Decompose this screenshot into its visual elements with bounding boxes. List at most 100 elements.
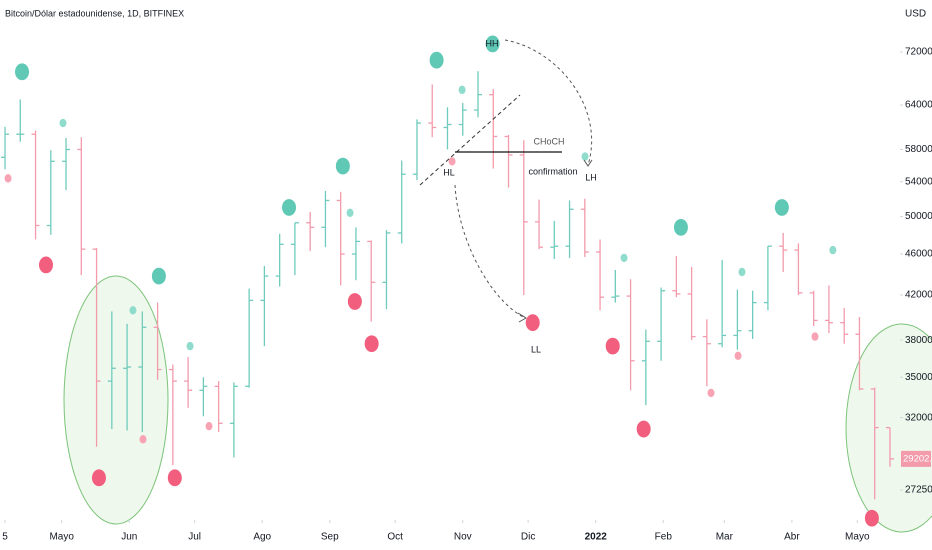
annotation: LH [585,172,597,182]
ohlc-bar [168,364,177,466]
x-tick-label: Abr [784,532,800,543]
ohlc-bar [611,269,620,303]
pivot-dot [581,152,589,161]
pivot-dot [485,35,500,53]
ohlc-bar [580,198,589,257]
ohlc-bar [779,232,788,272]
ohlc-bar [687,266,696,341]
pivot-dot [429,51,444,69]
pivot-dot [15,63,30,81]
pivot-dot [774,199,789,216]
ohlc-bar [306,211,315,252]
ohlc-bar [1,126,10,170]
y-tick-label: 72000.0 [905,47,932,58]
x-tick-label: Jul [188,532,201,543]
annotation: CHoCH [533,136,564,146]
x-tick-label: Feb [655,532,673,543]
currency-label: USD [905,9,926,20]
pivot-dot [738,267,746,277]
ohlc-bar [382,230,391,310]
ohlc-bar [870,387,879,500]
ohlc-bar [626,279,635,391]
x-tick-label: 5 [2,532,8,543]
ohlc-bar [489,89,498,169]
pivot-dot [734,351,742,361]
ohlc-bar [321,190,330,248]
y-tick-label: 42000.0 [905,290,932,301]
ohlc-bar [794,243,803,296]
x-tick-label: Oct [387,532,403,543]
y-tick-label: 27250.0 [905,485,932,496]
ohlc-bar [641,329,650,406]
ohlc-bar [62,137,71,191]
y-tick-label: 50000.0 [905,211,932,222]
x-tick-label: Dic [521,532,535,543]
x-tick-label: 2022 [585,532,608,543]
ohlc-bar [214,381,223,432]
ohlc-bar [443,107,452,150]
annotation: HL [443,167,455,177]
ohlc-bar [550,220,559,259]
ohlc-bar [199,377,208,417]
ohlc-bar [519,140,528,296]
ohlc-bar [153,302,162,380]
ohlc-bar [702,319,711,387]
pivot-dot [673,218,688,236]
arrow-head [517,312,527,323]
ohlc-bar [351,227,360,281]
arrow-head [583,159,593,167]
ohlc-bar [260,265,269,347]
ohlc-bar [275,233,284,287]
annotation: confirmation [528,166,577,176]
trend-line [419,94,521,186]
ohlc-bar [840,308,849,344]
pivot-dot [129,306,137,315]
ohlc-bar [138,311,147,432]
ohlc-bar [107,311,116,430]
pivot-dot [335,157,350,175]
x-tick-label: Mayo [845,532,870,543]
ohlc-bar [31,130,40,240]
pivot-dot [620,253,628,263]
ohlc-bar [428,84,437,138]
ohlc-bar [290,222,299,276]
pivot-dot [364,335,379,353]
x-tick-label: Ago [253,532,271,543]
y-tick-label: 54000.0 [905,176,932,187]
ohlc-bar [824,285,833,334]
highlight-circle [63,275,169,525]
ohlc-bar [733,289,742,350]
pivot-dot [525,314,540,332]
ohlc-bar [809,290,818,327]
pivot-dot [347,293,362,310]
pivot-dot [4,174,12,183]
ohlc-bar [855,317,864,391]
ohlc-bar [596,239,605,311]
ohlc-bar [184,357,193,408]
ohlc-bar [397,160,406,244]
pivot-dot [167,469,182,487]
y-tick-label: 46000.0 [905,249,932,260]
price-tag [901,450,931,467]
pivot-dot [282,199,297,216]
ohlc-bar [763,245,772,311]
x-tick-label: Jun [121,532,137,543]
chart-title: Bitcoin/Dólar estadounidense, 1D, BITFIN… [5,8,184,18]
ohlc-bar [123,323,132,431]
pivot-dot [59,118,67,128]
pivot-dot [448,157,456,166]
pivot-dot [829,245,837,255]
ohlc-bar [672,255,681,298]
pivot-dot [38,256,53,274]
pivot-dot [458,85,466,95]
x-tick-label: Nov [454,532,472,543]
x-tick-label: Mayo [49,532,74,543]
pivot-dot [139,435,147,444]
ohlc-bar [412,119,421,181]
ohlc-bar [718,259,727,348]
pivot-dot [346,208,354,218]
ohlc-bar [367,240,376,322]
pivot-dot [864,509,879,527]
x-tick-label: Sep [321,532,339,543]
